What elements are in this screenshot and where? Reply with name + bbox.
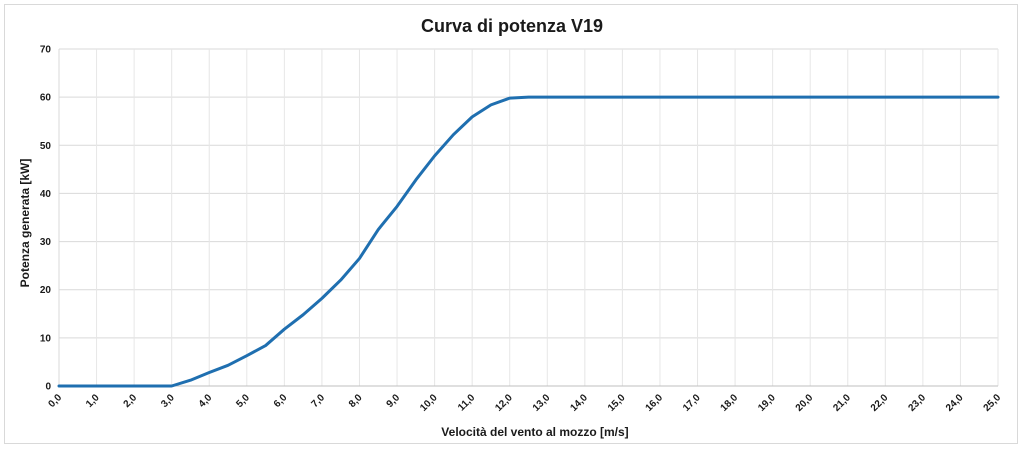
x-tick-label: 19,0 bbox=[756, 392, 778, 414]
y-tick-label: 50 bbox=[40, 141, 52, 152]
y-tick-label: 30 bbox=[40, 237, 52, 248]
x-tick-label: 21,0 bbox=[831, 392, 853, 414]
x-tick-label: 11,0 bbox=[456, 392, 477, 413]
power-curve-line bbox=[57, 95, 1000, 388]
x-tick-label: 15,0 bbox=[606, 392, 628, 414]
x-tick-label: 9,0 bbox=[385, 392, 403, 410]
chart-frame: 0 10 20 30 40 50 60 70 0,0 1,0 2,0 3,0 4,0 5,0 6,0 7,0… bbox=[4, 4, 1018, 444]
chart-title: Curva di potenza V19 bbox=[421, 16, 603, 36]
x-tick-label: 1,0 bbox=[84, 392, 102, 410]
x-axis-label: Velocità del vento al mozzo [m/s] bbox=[441, 425, 628, 439]
power-curve-chart: 0 10 20 30 40 50 60 70 0,0 1,0 2,0 3,0 4,0 5,0 6,0 7,0… bbox=[18, 16, 1004, 439]
x-tick-label: 7,0 bbox=[309, 392, 327, 410]
gridlines bbox=[59, 48, 999, 386]
x-tick-label: 0,0 bbox=[47, 392, 65, 410]
x-tick-label: 22,0 bbox=[869, 392, 891, 414]
y-tick-label: 40 bbox=[40, 189, 52, 200]
x-tick-label: 5,0 bbox=[234, 392, 252, 410]
x-tick-label: 24,0 bbox=[944, 392, 966, 414]
x-tick-label: 4,0 bbox=[197, 392, 215, 410]
y-tick-label: 20 bbox=[40, 285, 52, 296]
x-tick-label: 23,0 bbox=[906, 392, 928, 414]
x-tick-label: 20,0 bbox=[794, 392, 816, 414]
x-tick-label: 6,0 bbox=[272, 392, 290, 410]
x-tick-label: 12,0 bbox=[493, 392, 515, 414]
y-axis-label: Potenza generata [kW] bbox=[18, 159, 32, 288]
x-tick-label: 3,0 bbox=[159, 392, 177, 410]
x-tick-labels: 0,0 1,0 2,0 3,0 4,0 5,0 6,0 7,0 8,0 9,0 10,0 11,0 12… bbox=[47, 392, 1004, 414]
x-tick-label: 10,0 bbox=[418, 392, 440, 414]
x-tick-label: 14,0 bbox=[568, 392, 590, 414]
x-tick-label: 17,0 bbox=[681, 392, 703, 414]
y-tick-label: 60 bbox=[40, 93, 52, 104]
axes bbox=[58, 49, 998, 387]
series-group bbox=[57, 95, 1000, 388]
y-tick-label: 10 bbox=[40, 333, 52, 344]
y-tick-label: 70 bbox=[40, 45, 52, 56]
x-tick-label: 18,0 bbox=[719, 392, 741, 414]
x-tick-label: 2,0 bbox=[122, 392, 140, 410]
x-tick-label: 16,0 bbox=[644, 392, 666, 414]
x-tick-label: 8,0 bbox=[347, 392, 365, 410]
y-tick-label: 0 bbox=[45, 382, 51, 393]
x-tick-label: 25,0 bbox=[982, 392, 1004, 414]
x-tick-label: 13,0 bbox=[531, 392, 553, 414]
y-tick-labels: 0 10 20 30 40 50 60 70 bbox=[40, 45, 52, 393]
